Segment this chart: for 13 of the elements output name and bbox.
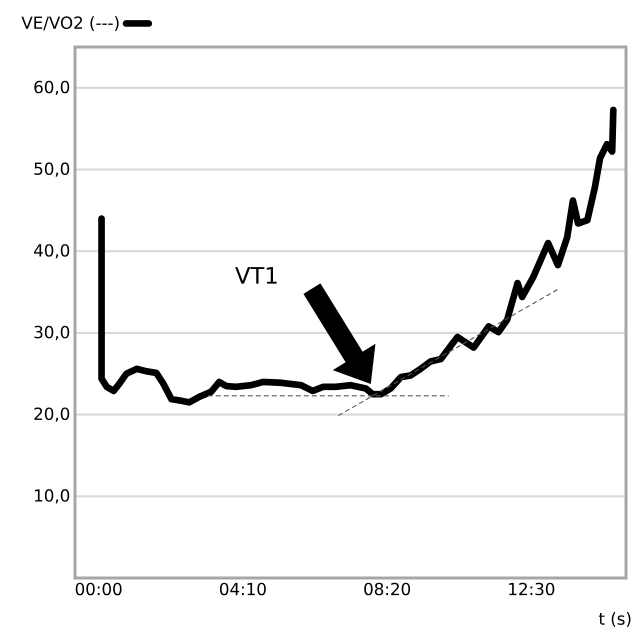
y-tick-label: 20,0 xyxy=(34,407,70,422)
x-axis-title: t (s) xyxy=(598,612,631,627)
x-tick-label: 08:20 xyxy=(364,582,410,596)
y-tick-label: 40,0 xyxy=(34,244,70,258)
x-tick-label: 12:30 xyxy=(509,582,554,596)
x-tick-label: 04:10 xyxy=(220,582,266,596)
legend-label: VE/VO2 (---) xyxy=(21,16,119,31)
y-tick-label: 60,0 xyxy=(34,80,70,96)
y-tick-label: 50,0 xyxy=(34,162,70,177)
annotation: VT1 xyxy=(235,267,277,284)
y-tick-label: 30,0 xyxy=(34,326,70,340)
x-tick-label: 00:00 xyxy=(76,582,122,596)
y-tick-label: 10,0 xyxy=(35,489,70,504)
